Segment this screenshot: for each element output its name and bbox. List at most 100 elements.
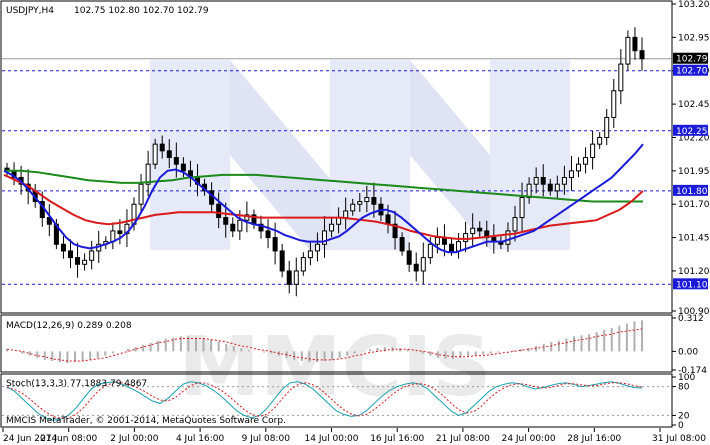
candle-body <box>152 143 158 165</box>
x-tick-label: 31 Jul 08:00 <box>652 434 706 444</box>
candle-body <box>512 217 518 232</box>
candle-body <box>420 257 426 272</box>
candle-body <box>89 250 95 261</box>
candle-body <box>60 243 66 252</box>
candle-body <box>371 197 377 205</box>
candle-body <box>604 116 610 138</box>
candle-body <box>173 157 179 165</box>
symbol-timeframe-label: USDJPY,H4 <box>6 6 54 16</box>
x-tick-label: 24 Jul 00:00 <box>502 434 556 444</box>
level-label-bg <box>673 184 708 196</box>
candle-body <box>223 217 229 225</box>
y-tick-label: 101.70 <box>678 200 710 210</box>
candle-body <box>576 163 581 172</box>
candle-body <box>82 259 88 265</box>
level-label: 101.10 <box>676 280 708 290</box>
candle-body <box>258 223 264 232</box>
candle-body <box>244 214 250 221</box>
y-tick-label: 101.20 <box>678 267 710 277</box>
stoch-label: Stoch(13,3,3) 77.1883 79.4867 <box>6 379 147 389</box>
level-label: 102.70 <box>676 67 708 77</box>
candle-body <box>639 50 645 60</box>
candle-body <box>350 203 356 212</box>
y-tick-label: 102.20 <box>678 133 710 143</box>
candle-body <box>279 250 285 272</box>
candle-body <box>406 250 412 265</box>
stoch-tick-label: 0 <box>678 421 684 431</box>
candle-body <box>68 250 73 259</box>
candle-body <box>519 197 525 219</box>
candle-body <box>180 163 186 172</box>
level-label: 102.25 <box>676 127 708 137</box>
macd-label: MACD(12,26,9) 0.289 0.208 <box>6 321 132 331</box>
candle-body <box>470 227 476 235</box>
candle-body <box>533 177 539 185</box>
candle-body <box>583 157 589 165</box>
candle-body <box>237 219 243 232</box>
candle-body <box>230 223 236 232</box>
stoch-tick-label: 20 <box>678 411 690 421</box>
watermark-text: MMCIS <box>179 320 492 415</box>
candle-body <box>477 227 483 232</box>
level-label-bg <box>673 64 708 76</box>
x-tick-label: 27 Jun 08:00 <box>40 434 97 444</box>
candle-body <box>272 237 278 252</box>
candle-body <box>456 241 462 252</box>
watermark-logo <box>150 60 570 250</box>
y-tick-label: 103.20 <box>678 0 710 10</box>
x-tick-label: 28 Jul 16:00 <box>567 434 621 444</box>
candle-body <box>117 230 123 235</box>
candle-body <box>561 177 567 185</box>
stoch-signal-line <box>6 382 643 419</box>
candle-body <box>505 230 511 245</box>
level-label-bg <box>673 278 708 290</box>
stoch-main-line <box>6 381 643 421</box>
ohlc-readout: 102.75 102.80 102.70 102.79 <box>74 6 209 16</box>
candle-body <box>449 243 454 252</box>
candle-body <box>286 270 292 285</box>
x-tick-label: 21 Jul 08:00 <box>436 434 490 444</box>
candle-body <box>314 243 320 252</box>
candle-body <box>159 143 165 152</box>
candle-body <box>463 233 469 243</box>
x-tick-label: 2 Jul 00:00 <box>110 434 159 444</box>
candle-body <box>322 230 327 245</box>
candle-body <box>46 217 52 225</box>
macd-panel-frame <box>0 314 673 373</box>
x-tick-label: 4 Jul 16:00 <box>176 434 225 444</box>
candle-body <box>293 270 299 285</box>
candle-body <box>343 210 349 219</box>
candle-body <box>434 237 440 245</box>
macd-signal-line <box>6 328 643 362</box>
candle-body <box>590 143 596 159</box>
candle-body <box>568 170 574 179</box>
candle-body <box>618 63 624 92</box>
y-tick-label: 100.90 <box>678 307 710 317</box>
level-label-bg <box>673 124 708 136</box>
candle-body <box>413 263 419 272</box>
x-tick-label: 16 Jul 16:00 <box>370 434 424 444</box>
candle-body <box>166 150 172 158</box>
x-tick-label: 9 Jul 08:00 <box>242 434 291 444</box>
ma-slow-line <box>4 169 643 203</box>
candle-body <box>427 243 433 259</box>
macd-tick-label: -0.174 <box>678 366 707 376</box>
candle-body <box>625 36 631 65</box>
candle-body <box>307 250 313 259</box>
candle-body <box>265 230 271 239</box>
candle-body <box>632 36 638 52</box>
candle-body <box>364 197 370 203</box>
macd-tick-label: 0.312 <box>678 314 704 324</box>
candle-body <box>357 201 363 205</box>
candle-body <box>526 183 532 199</box>
copyright-text: MMCIS MetaTrader, © 2001-2014, MetaQuote… <box>6 416 286 426</box>
level-label: 101.80 <box>676 187 708 197</box>
y-tick-label: 102.45 <box>678 100 710 110</box>
stoch-tick-label: 100 <box>678 373 695 383</box>
candle-body <box>540 177 546 185</box>
x-tick-label: 24 Jun 2014 <box>3 434 57 444</box>
current-price-label-bg <box>673 52 708 64</box>
candle-body <box>138 183 144 205</box>
candle-body <box>300 257 306 272</box>
